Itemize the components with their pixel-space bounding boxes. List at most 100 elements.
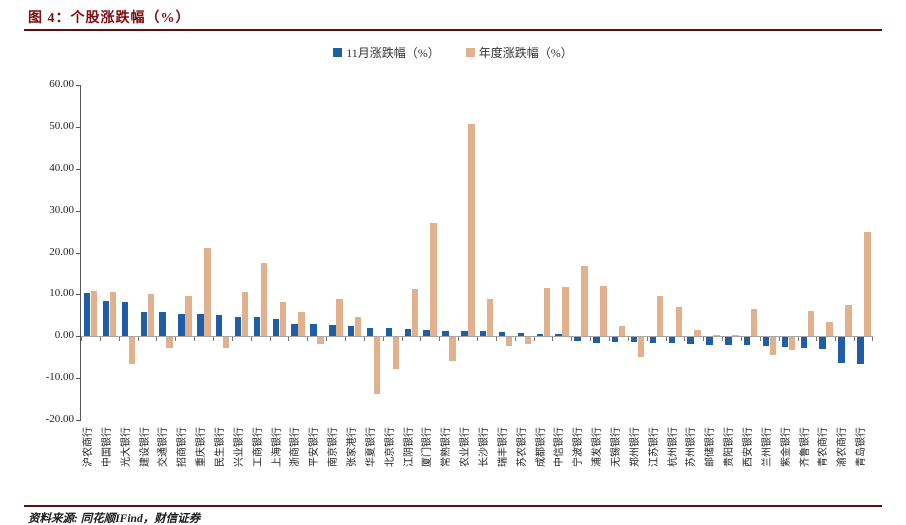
bar-november	[517, 333, 525, 337]
category-label: 齐鲁银行	[799, 427, 811, 467]
category-label: 江苏银行	[648, 427, 660, 467]
y-tick-mark	[76, 378, 81, 380]
category-label: 宁波银行	[573, 427, 585, 467]
y-tick-label: 20.00	[49, 245, 74, 258]
bar-november	[781, 337, 789, 347]
x-tick-mark	[835, 337, 837, 342]
category-label: 无锡银行	[610, 427, 622, 467]
y-tick-label: 40.00	[49, 161, 74, 174]
y-tick-mark	[76, 252, 81, 254]
y-tick-label: -20.00	[45, 413, 74, 425]
y-tick-mark	[76, 294, 81, 296]
y-tick-mark	[76, 85, 81, 86]
legend-swatch-november	[333, 48, 343, 57]
x-tick-mark	[759, 337, 761, 342]
x-tick-mark	[382, 337, 384, 342]
x-tick-mark	[477, 337, 478, 342]
bar-annual	[618, 325, 626, 337]
bar-annual	[90, 291, 98, 337]
category-label: 北京银行	[384, 427, 396, 467]
bar-annual	[260, 262, 268, 337]
category-label: 平安银行	[309, 427, 321, 467]
x-tick-mark	[665, 337, 667, 342]
category-label: 招商银行	[177, 427, 189, 467]
y-tick-mark	[76, 336, 81, 338]
x-tick-mark	[495, 337, 497, 342]
bar-november	[479, 331, 487, 337]
bar-annual	[241, 291, 249, 337]
bar-annual	[656, 296, 664, 337]
legend-label-annual: 年度涨跌幅（%）	[478, 46, 573, 60]
bar-annual	[864, 231, 871, 337]
y-tick-label: -10.00	[45, 371, 74, 384]
bar-november	[159, 311, 166, 337]
bar-annual	[468, 123, 475, 337]
x-tick-mark	[175, 337, 177, 342]
bar-annual	[732, 335, 739, 337]
x-tick-mark	[137, 337, 139, 342]
category-label: 民生银行	[214, 427, 226, 467]
bar-november	[819, 337, 826, 350]
category-label: 张家港行	[346, 427, 358, 467]
bar-november	[706, 337, 713, 345]
legend-item-november: 11月涨跌幅（%）	[333, 44, 440, 61]
category-label: 浙商银行	[290, 427, 302, 467]
category-label: 西安银行	[742, 427, 754, 467]
bar-annual	[524, 337, 532, 344]
bar-annual	[449, 337, 456, 361]
category-label: 交通银行	[158, 427, 170, 467]
bar-annual	[694, 329, 701, 337]
y-tick-mark	[76, 168, 81, 170]
category-label: 工商银行	[252, 427, 264, 467]
category-label: 贵阳银行	[724, 427, 736, 467]
x-tick-mark	[609, 337, 610, 342]
y-tick-mark	[76, 420, 81, 421]
bar-november	[215, 315, 223, 337]
x-tick-mark	[458, 337, 460, 342]
category-label: 厦门银行	[422, 427, 434, 467]
category-label: 青岛银行	[856, 427, 868, 467]
x-tick-mark	[250, 337, 252, 342]
bar-annual	[581, 266, 588, 337]
category-label: 重庆银行	[196, 427, 208, 467]
bar-annual	[807, 310, 814, 337]
x-tick-mark	[439, 337, 441, 342]
bar-november	[800, 337, 807, 349]
category-label: 浦发银行	[592, 427, 604, 467]
category-label: 农业银行	[460, 427, 472, 467]
bar-november	[498, 332, 506, 337]
y-tick-label: 30.00	[49, 203, 74, 216]
bar-november	[574, 337, 581, 341]
category-label: 中国银行	[101, 427, 113, 467]
bar-november	[857, 337, 864, 365]
bar-annual	[543, 288, 550, 337]
bar-november	[366, 328, 374, 337]
x-tick-mark	[118, 337, 120, 342]
category-label: 中信银行	[554, 427, 566, 467]
bar-november	[272, 318, 279, 337]
x-tick-mark	[326, 337, 328, 342]
bar-november	[310, 324, 317, 337]
category-label: 兰州银行	[761, 427, 773, 467]
x-tick-mark	[307, 337, 309, 342]
bar-november	[347, 325, 355, 337]
category-label: 紫金银行	[780, 427, 792, 467]
bar-annual	[505, 337, 513, 346]
bar-annual	[600, 286, 607, 337]
category-label: 青农商行	[818, 427, 830, 467]
bar-annual	[826, 321, 833, 337]
bar-november	[725, 337, 732, 345]
bar-november	[461, 331, 468, 337]
category-label: 光大银行	[120, 427, 132, 467]
x-tick-mark	[81, 337, 82, 342]
category-label: 长沙银行	[478, 427, 490, 467]
bar-november	[593, 337, 600, 344]
bar-annual	[317, 337, 324, 344]
bar-annual	[128, 337, 136, 365]
bar-annual	[411, 289, 418, 337]
x-tick-mark	[345, 337, 346, 342]
legend-item-annual: 年度涨跌幅（%）	[465, 44, 573, 61]
bar-annual	[788, 337, 796, 350]
x-tick-mark	[231, 337, 233, 342]
